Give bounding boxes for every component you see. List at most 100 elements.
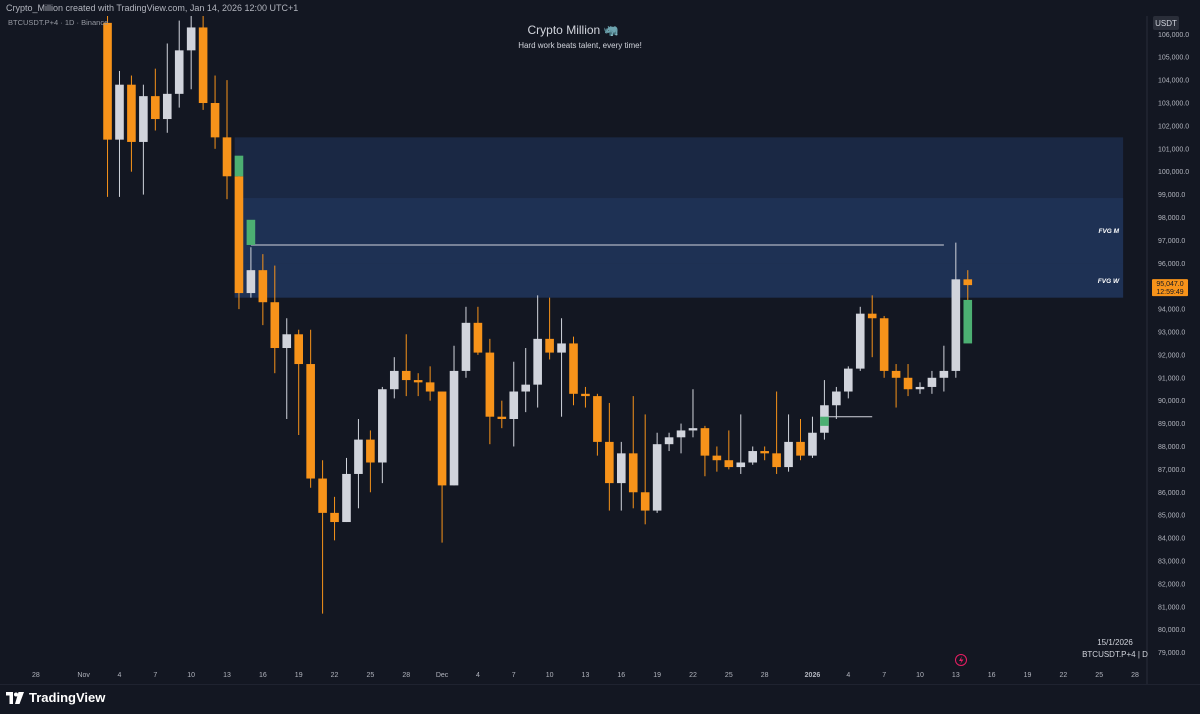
candle bbox=[485, 338, 495, 445]
candle bbox=[855, 306, 865, 371]
price-chart[interactable]: FVG M FVG W 79,000.0 80,000.0 81,000.0 82,00… bbox=[0, 0, 1200, 684]
candle bbox=[605, 402, 614, 511]
fvg-label: FVG M bbox=[1099, 228, 1120, 235]
y-tick-label: 106,000.0 bbox=[1158, 32, 1189, 39]
candle bbox=[378, 386, 387, 484]
y-tick-label: 98,000.0 bbox=[1158, 215, 1185, 222]
candle-body bbox=[258, 270, 268, 303]
time-axis[interactable]: 28 Nov 4 7 10 13 16 19 22 25 28 Dec 4 7 10 13 16 19 22 25 28… bbox=[32, 672, 1139, 679]
candle-body bbox=[664, 437, 674, 445]
candle-body bbox=[784, 441, 793, 468]
candle-body bbox=[437, 391, 447, 486]
candle-body bbox=[354, 439, 363, 474]
tradingview-logo-icon bbox=[6, 691, 24, 704]
candle bbox=[222, 80, 232, 200]
y-tick-label: 88,000.0 bbox=[1158, 444, 1185, 451]
candle-body bbox=[366, 439, 375, 463]
candle-body bbox=[605, 441, 614, 484]
candle bbox=[354, 418, 363, 509]
candle-body bbox=[581, 393, 590, 397]
y-tick-label: 93,000.0 bbox=[1158, 329, 1185, 336]
candle bbox=[951, 242, 961, 378]
candle-body bbox=[533, 338, 542, 385]
x-tick-label: 19 bbox=[653, 672, 661, 679]
candle bbox=[342, 457, 351, 523]
fvg-zone[interactable] bbox=[234, 263, 1124, 298]
candle bbox=[401, 334, 411, 397]
x-tick-label: 25 bbox=[1095, 672, 1103, 679]
candle-body bbox=[748, 451, 758, 463]
candle bbox=[772, 391, 781, 474]
tradingview-logo[interactable]: TradingView bbox=[6, 690, 105, 705]
y-tick-label: 89,000.0 bbox=[1158, 421, 1185, 428]
candle bbox=[330, 496, 339, 541]
candle-body bbox=[306, 364, 315, 479]
x-tick-label: 13 bbox=[952, 672, 960, 679]
green-highlight bbox=[963, 299, 973, 344]
candle-body bbox=[951, 279, 961, 371]
candle-body bbox=[688, 428, 698, 431]
candle-body bbox=[879, 318, 889, 371]
x-tick-label: 7 bbox=[512, 672, 516, 679]
y-tick-label: 91,000.0 bbox=[1158, 375, 1185, 382]
candle-body bbox=[927, 377, 937, 387]
candlesticks bbox=[103, 11, 973, 614]
tradingview-brand: TradingView bbox=[29, 690, 106, 705]
candle bbox=[676, 423, 686, 454]
candle-body bbox=[808, 432, 817, 456]
candle-body bbox=[389, 370, 399, 390]
candle-body bbox=[270, 302, 280, 349]
x-tick-label: 10 bbox=[546, 672, 554, 679]
x-tick-label: 28 bbox=[761, 672, 769, 679]
y-tick-label: 94,000.0 bbox=[1158, 307, 1185, 314]
candle-body bbox=[557, 343, 566, 353]
candle bbox=[557, 318, 566, 417]
x-tick-label: 4 bbox=[476, 672, 480, 679]
chart-title: Crypto Million 🦏 bbox=[528, 23, 619, 37]
fvg-label: FVG W bbox=[1098, 278, 1120, 285]
candle-body bbox=[509, 391, 519, 419]
candle bbox=[652, 432, 662, 513]
y-tick-label: 81,000.0 bbox=[1158, 604, 1185, 611]
candle bbox=[198, 11, 208, 110]
candle bbox=[210, 75, 220, 149]
candle bbox=[724, 430, 734, 470]
footer-bar: TradingView bbox=[0, 684, 1200, 714]
candle bbox=[258, 254, 268, 326]
candle bbox=[939, 345, 949, 392]
x-tick-label: 28 bbox=[32, 672, 40, 679]
currency-badge[interactable] bbox=[1153, 16, 1179, 30]
candle-body bbox=[676, 430, 686, 438]
candle-body bbox=[127, 84, 136, 142]
y-tick-label: 90,000.0 bbox=[1158, 398, 1185, 405]
y-tick-label: 97,000.0 bbox=[1158, 238, 1185, 245]
bolt-icon[interactable] bbox=[955, 654, 967, 666]
chart-subtitle: Hard work beats talent, every time! bbox=[518, 41, 642, 50]
footer-date-label: 15/1/2026 bbox=[1097, 638, 1133, 647]
candle bbox=[664, 432, 674, 452]
candle-body bbox=[449, 370, 459, 486]
x-tick-label: 13 bbox=[223, 672, 231, 679]
last-price-badge bbox=[1152, 279, 1188, 297]
candle bbox=[151, 68, 160, 131]
candle-body bbox=[616, 453, 626, 484]
candle-body bbox=[162, 93, 172, 120]
candle bbox=[425, 366, 435, 401]
candle bbox=[628, 396, 638, 509]
candle bbox=[879, 315, 889, 378]
fvg-zone[interactable] bbox=[234, 198, 1124, 264]
candle bbox=[903, 364, 913, 397]
candle bbox=[449, 345, 459, 486]
x-tick-label: 25 bbox=[366, 672, 374, 679]
candle-body bbox=[342, 473, 351, 523]
x-tick-label: 10 bbox=[187, 672, 195, 679]
candle-body bbox=[855, 313, 865, 369]
price-axis[interactable]: 79,000.0 80,000.0 81,000.0 82,000.0 83,000.0… bbox=[1152, 32, 1189, 657]
candle-body bbox=[652, 444, 662, 511]
candle-body bbox=[330, 512, 339, 523]
y-tick-label: 79,000.0 bbox=[1158, 650, 1185, 657]
candle-body bbox=[569, 343, 578, 394]
candle bbox=[927, 370, 937, 394]
candle-body bbox=[378, 389, 387, 463]
green-highlight bbox=[246, 219, 256, 245]
